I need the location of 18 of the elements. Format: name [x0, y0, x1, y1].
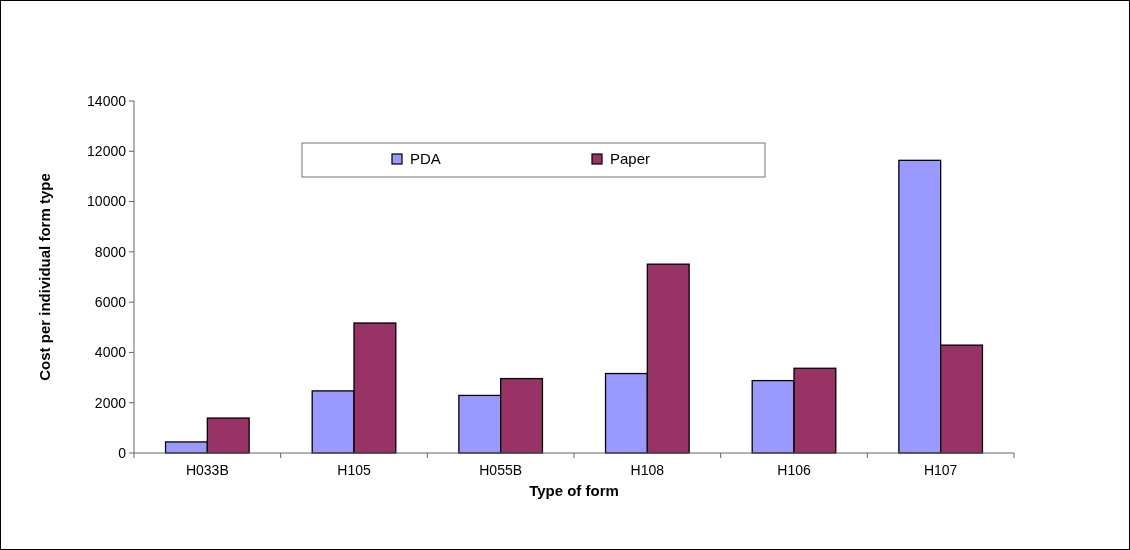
x-axis-title: Type of form [529, 482, 619, 499]
y-tick-label: 4000 [94, 344, 127, 361]
y-tick-label: 10000 [87, 193, 127, 210]
x-tick-label: H106 [777, 462, 811, 478]
x-tick-label: H107 [923, 462, 958, 478]
y-tick-label: 2000 [94, 394, 127, 411]
y-tick-label: 8000 [94, 243, 127, 260]
x-tick-label: H108 [630, 462, 665, 478]
y-tick-label: 0 [118, 444, 127, 461]
legend-label: Paper [610, 150, 651, 168]
legend-label: PDA [410, 150, 441, 168]
x-tick-label: H055B [479, 462, 523, 478]
y-tick-label: 6000 [94, 294, 127, 311]
y-tick-label: 14000 [87, 92, 127, 109]
y-tick-label: 12000 [87, 143, 127, 160]
y-axis-title: Cost per individual form type [36, 173, 53, 381]
x-tick-label: H033B [185, 462, 229, 478]
x-tick-label: H105 [337, 462, 371, 478]
